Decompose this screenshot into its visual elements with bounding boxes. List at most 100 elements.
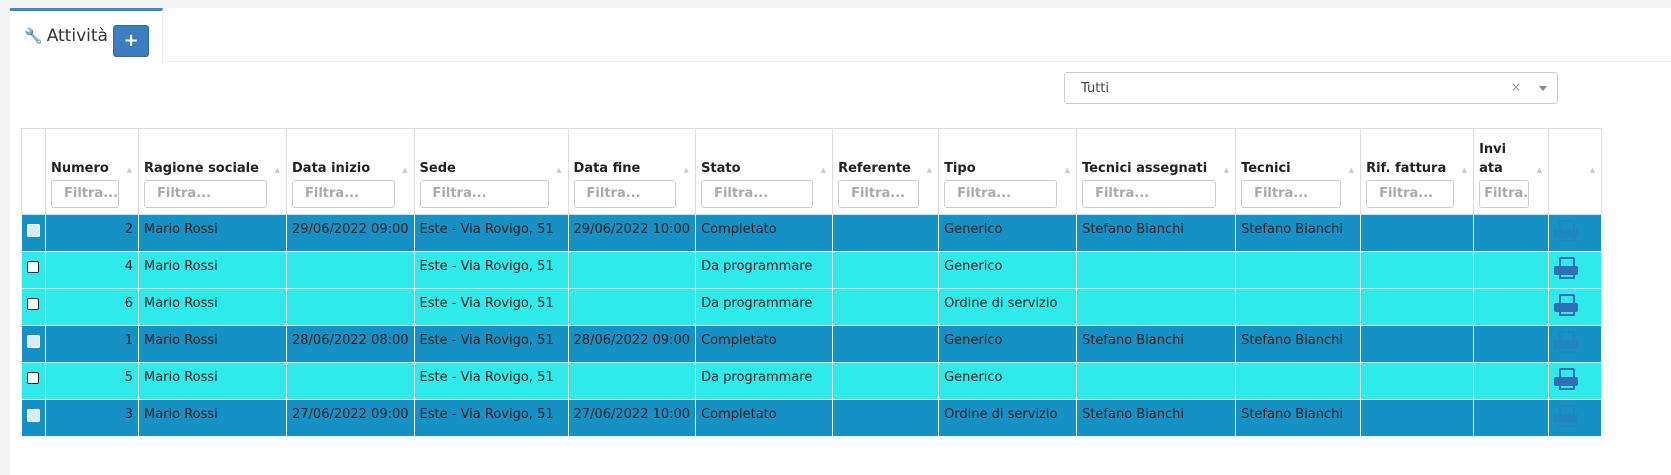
- printer-icon[interactable]: [1554, 368, 1579, 390]
- table-cell: Stefano Bianchi: [1076, 399, 1237, 437]
- column-filter-input[interactable]: Filtra...: [1366, 180, 1455, 208]
- column-header[interactable]: Invi ata Filtra... ▲: [1473, 128, 1550, 215]
- table-cell: Ordine di servizio: [938, 288, 1078, 326]
- column-header[interactable]: Ragione sociale Filtra... ▲: [138, 128, 287, 215]
- column-header[interactable]: Tecnici Filtra... ▲: [1235, 128, 1362, 215]
- column-header[interactable]: Tipo Filtra... ▲: [938, 128, 1078, 215]
- row-checkbox-cell[interactable]: [21, 325, 46, 363]
- table-cell: Generico: [938, 251, 1078, 289]
- row-checkbox[interactable]: [27, 298, 39, 310]
- row-checkbox[interactable]: [27, 372, 39, 384]
- column-header[interactable]: Rif. fattura Filtra... ▲: [1360, 128, 1475, 215]
- table-cell: [1235, 362, 1362, 400]
- printer-icon[interactable]: [1554, 405, 1579, 427]
- sort-icon[interactable]: ▲: [1536, 166, 1543, 174]
- row-checkbox-cell[interactable]: [21, 362, 46, 400]
- table-cell: Este - Via Rovigo, 51: [413, 399, 569, 437]
- printer-icon[interactable]: [1554, 331, 1579, 353]
- selected-value: Tutti: [1081, 81, 1110, 96]
- column-filter-input[interactable]: Filtra...: [292, 180, 395, 208]
- sort-icon[interactable]: ▲: [1223, 166, 1230, 174]
- column-header[interactable]: Data inizio Filtra... ▲: [286, 128, 415, 215]
- column-filter-input[interactable]: Filtra...: [51, 180, 119, 208]
- row-checkbox-cell[interactable]: [21, 214, 46, 252]
- column-header[interactable]: Sede Filtra... ▲: [413, 128, 569, 215]
- column-label: Tecnici assegnati: [1082, 161, 1208, 176]
- table-cell: 4: [45, 251, 139, 289]
- printer-icon[interactable]: [1554, 294, 1579, 316]
- table-cell: 6: [45, 288, 139, 326]
- row-checkbox[interactable]: [27, 409, 40, 422]
- column-label: Sede: [419, 161, 456, 176]
- print-cell: [1548, 399, 1603, 437]
- sort-icon[interactable]: ▲: [926, 166, 933, 174]
- table-cell: [832, 362, 940, 400]
- column-filter-input[interactable]: Filtra...: [1082, 180, 1217, 208]
- status-filter-select[interactable]: Tutti ×: [1064, 72, 1558, 104]
- column-filter-input[interactable]: Filtra...: [1241, 180, 1342, 208]
- sort-icon[interactable]: ▲: [683, 166, 690, 174]
- table-cell: Completato: [695, 214, 834, 252]
- column-filter-input[interactable]: Filtra...: [838, 180, 920, 208]
- sort-icon[interactable]: ▲: [274, 166, 280, 174]
- sort-icon[interactable]: ▲: [402, 166, 408, 174]
- row-checkbox[interactable]: [27, 335, 40, 348]
- table-row[interactable]: 4 Mario Rossi Este - Via Rovigo, 51 Da prog…: [21, 251, 1603, 289]
- sort-icon[interactable]: ▲: [1348, 166, 1355, 174]
- table-cell: [1076, 362, 1237, 400]
- table-cell: [567, 362, 697, 400]
- column-header[interactable]: Tecnici assegnati Filtra... ▲: [1076, 128, 1237, 215]
- sort-icon[interactable]: ▲: [126, 166, 132, 174]
- table-cell: Completato: [695, 325, 834, 363]
- tab-attivita[interactable]: 🔧 Attività +: [10, 8, 163, 65]
- sort-icon[interactable]: ▲: [556, 166, 562, 174]
- table-cell: Este - Via Rovigo, 51: [413, 214, 569, 252]
- printer-icon[interactable]: [1554, 220, 1579, 242]
- table-cell: Generico: [938, 362, 1078, 400]
- table-cell: Da programmare: [695, 288, 834, 326]
- column-filter-input[interactable]: Filtra...: [701, 180, 814, 208]
- row-checkbox-cell[interactable]: [21, 288, 46, 326]
- table-cell: [567, 288, 697, 326]
- clear-icon[interactable]: ×: [1510, 80, 1521, 94]
- actions-header: ▲: [1548, 128, 1603, 215]
- row-checkbox[interactable]: [27, 224, 40, 237]
- chevron-down-icon[interactable]: [1539, 86, 1547, 95]
- row-checkbox[interactable]: [27, 261, 39, 273]
- column-label: Tipo: [944, 161, 976, 176]
- column-label: Data inizio: [292, 161, 371, 176]
- table-cell: Stefano Bianchi: [1235, 214, 1362, 252]
- row-checkbox-cell[interactable]: [21, 399, 46, 437]
- column-filter-input[interactable]: Filtra...: [573, 180, 677, 208]
- table-cell: Stefano Bianchi: [1235, 399, 1362, 437]
- table-cell: [832, 288, 940, 326]
- printer-icon[interactable]: [1554, 257, 1579, 279]
- table-cell: [1360, 251, 1475, 289]
- column-header[interactable]: Referente Filtra... ▲: [832, 128, 940, 215]
- column-header[interactable]: Stato Filtra... ▲: [695, 128, 834, 215]
- table-row[interactable]: 1 Mario Rossi 28/06/2022 08:00 Este - Via R…: [21, 325, 1603, 363]
- table-cell: Generico: [938, 325, 1078, 363]
- column-filter-input[interactable]: Filtra...: [144, 180, 267, 208]
- tab-divider: [162, 61, 1671, 62]
- table-row[interactable]: 2 Mario Rossi 29/06/2022 09:00 Este - Via R…: [21, 214, 1603, 252]
- table-row[interactable]: 3 Mario Rossi 27/06/2022 09:00 Este - Via R…: [21, 399, 1603, 437]
- table-row[interactable]: 5 Mario Rossi Este - Via Rovigo, 51 Da prog…: [21, 362, 1603, 400]
- sort-icon[interactable]: ▲: [820, 166, 827, 174]
- column-header[interactable]: Numero Filtra... ▲: [45, 128, 139, 215]
- column-filter-input[interactable]: Filtra...: [419, 180, 549, 208]
- column-filter-input[interactable]: Filtra...: [1479, 180, 1530, 208]
- add-activity-button[interactable]: +: [113, 25, 149, 57]
- row-checkbox-cell[interactable]: [21, 251, 46, 289]
- table-cell: Mario Rossi: [138, 325, 287, 363]
- sort-icon[interactable]: ▲: [1461, 166, 1468, 174]
- column-header[interactable]: Data fine Filtra... ▲: [567, 128, 697, 215]
- table-row[interactable]: 6 Mario Rossi Este - Via Rovigo, 51 Da prog…: [21, 288, 1603, 326]
- sort-icon[interactable]: ▲: [1064, 166, 1071, 174]
- table-cell: [1473, 362, 1550, 400]
- column-filter-input[interactable]: Filtra...: [944, 180, 1058, 208]
- table-cell: [286, 251, 415, 289]
- table-cell: [286, 288, 415, 326]
- sort-icon[interactable]: ▲: [1589, 166, 1596, 174]
- table-cell: 27/06/2022 10:00: [567, 399, 697, 437]
